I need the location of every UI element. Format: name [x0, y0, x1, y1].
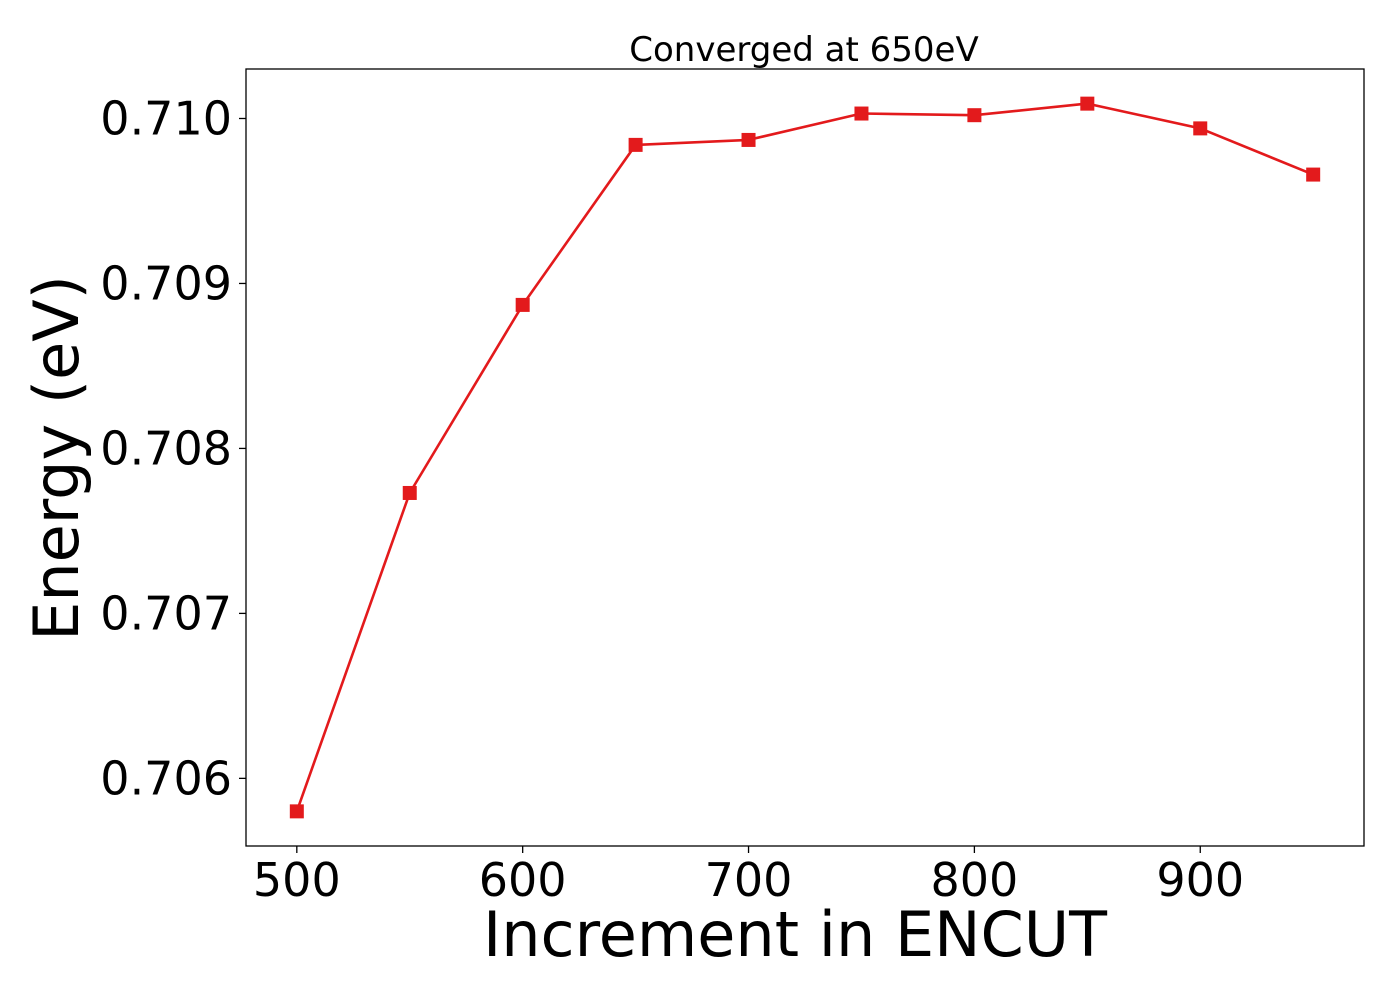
x-tick-label: 900 — [1156, 853, 1244, 907]
y-tick-label: 0.708 — [100, 421, 232, 475]
data-point — [967, 108, 982, 123]
axes — [245, 68, 1365, 847]
data-point — [741, 132, 756, 147]
x-tick-label: 800 — [930, 853, 1018, 907]
data-point — [1306, 167, 1321, 182]
data-point — [1193, 121, 1208, 136]
y-axis-label: Energy (eV) — [20, 275, 93, 641]
data-point — [854, 106, 869, 121]
series — [289, 96, 1321, 819]
y-tick-label: 0.709 — [100, 256, 232, 310]
chart-title: Converged at 650eV — [629, 30, 978, 70]
data-point — [289, 804, 304, 819]
y-tick-label: 0.707 — [100, 586, 232, 640]
data-point — [402, 485, 417, 500]
data-point — [1080, 96, 1095, 111]
y-tick-label: 0.706 — [100, 751, 232, 805]
x-tick-label: 500 — [253, 853, 341, 907]
plot-frame — [245, 68, 1365, 847]
data-point — [515, 297, 530, 312]
x-tick-label: 600 — [479, 853, 567, 907]
data-point — [628, 137, 643, 152]
series-line — [295, 102, 1314, 812]
ticks: 500 600 700 800 900 0.706 0.707 0.708 0.709 0.710 — [100, 91, 1244, 907]
x-tick-label: 700 — [705, 853, 793, 907]
x-axis-label: Increment in ENCUT — [483, 898, 1108, 971]
y-tick-label: 0.710 — [100, 91, 232, 145]
